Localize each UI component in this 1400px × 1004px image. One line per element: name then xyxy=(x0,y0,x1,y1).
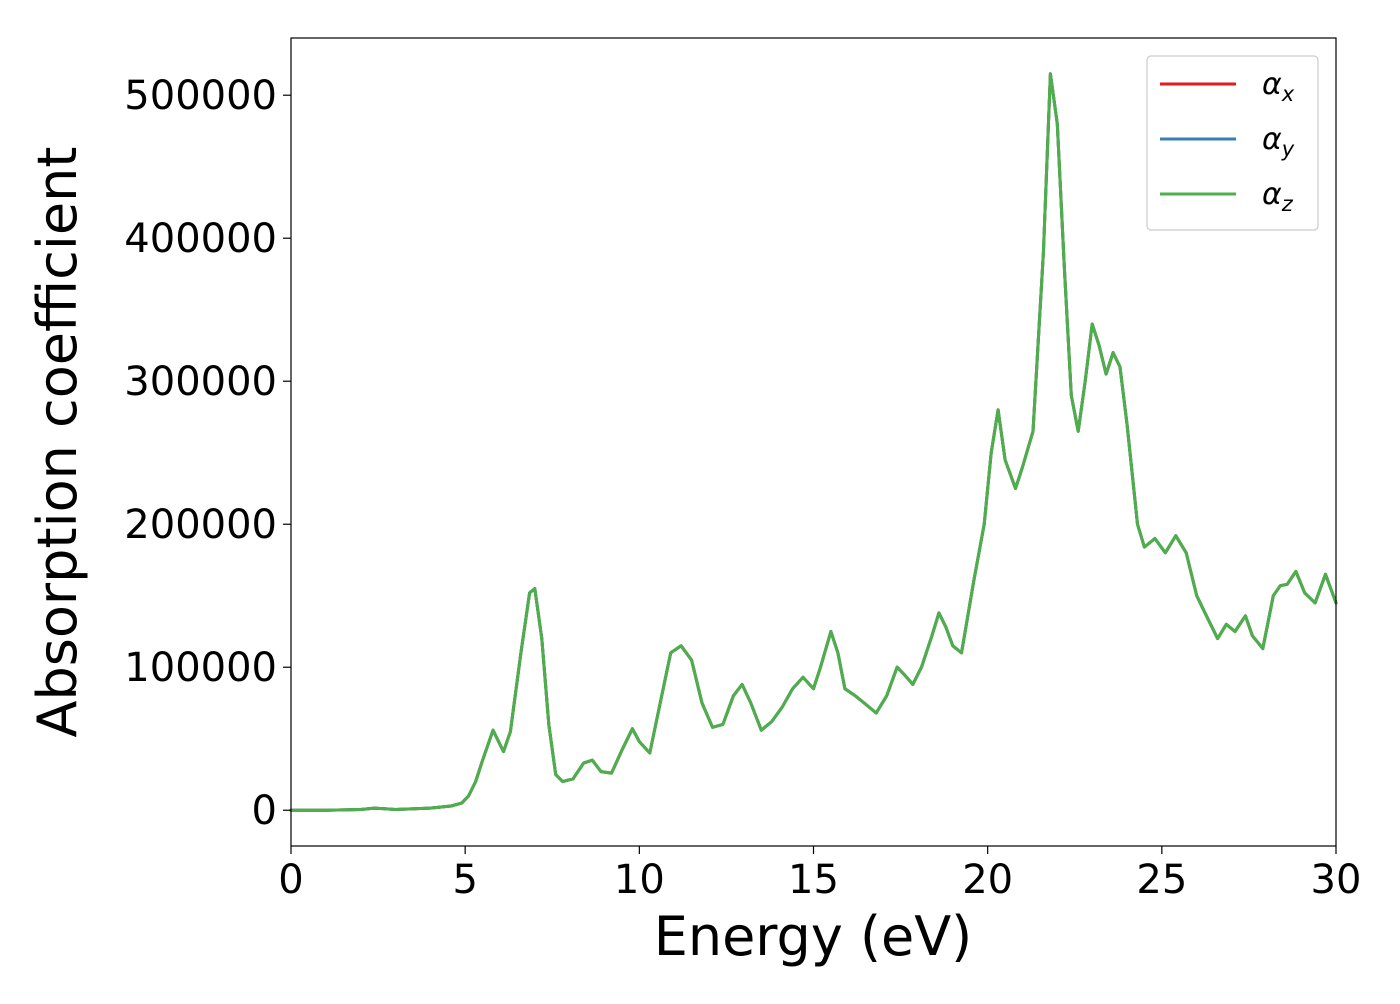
x-tick-label: 15 xyxy=(788,857,839,903)
series-layer xyxy=(289,72,1338,812)
y-axis-label: Absorption coefficient xyxy=(26,147,89,738)
x-tick-label: 0 xyxy=(278,857,303,903)
legend-label-y: αy xyxy=(1262,122,1295,161)
x-axis-label: Energy (eV) xyxy=(654,905,973,968)
x-tick-label: 10 xyxy=(614,857,665,903)
y-tick-label: 300000 xyxy=(124,359,277,405)
legend: αx αy αz xyxy=(1146,55,1319,231)
y-tick-label: 0 xyxy=(252,788,277,834)
y-tick-label: 400000 xyxy=(124,216,277,262)
x-tick-label: 5 xyxy=(452,857,477,903)
legend-label-z: αz xyxy=(1262,177,1294,216)
series-line-z xyxy=(289,72,1338,812)
y-tick-label: 100000 xyxy=(124,645,277,691)
x-tick-label: 20 xyxy=(962,857,1013,903)
legend-label-x: αx xyxy=(1262,67,1295,106)
y-tick-label: 500000 xyxy=(124,73,277,119)
tick-layer: 0 5 10 15 20 25 30 0 100000 200000 300000 400000 500… xyxy=(124,73,1361,903)
legend-box xyxy=(1146,55,1319,231)
x-tick-label: 25 xyxy=(1136,857,1187,903)
x-tick-label: 30 xyxy=(1311,857,1362,903)
y-tick-label: 200000 xyxy=(124,502,277,548)
